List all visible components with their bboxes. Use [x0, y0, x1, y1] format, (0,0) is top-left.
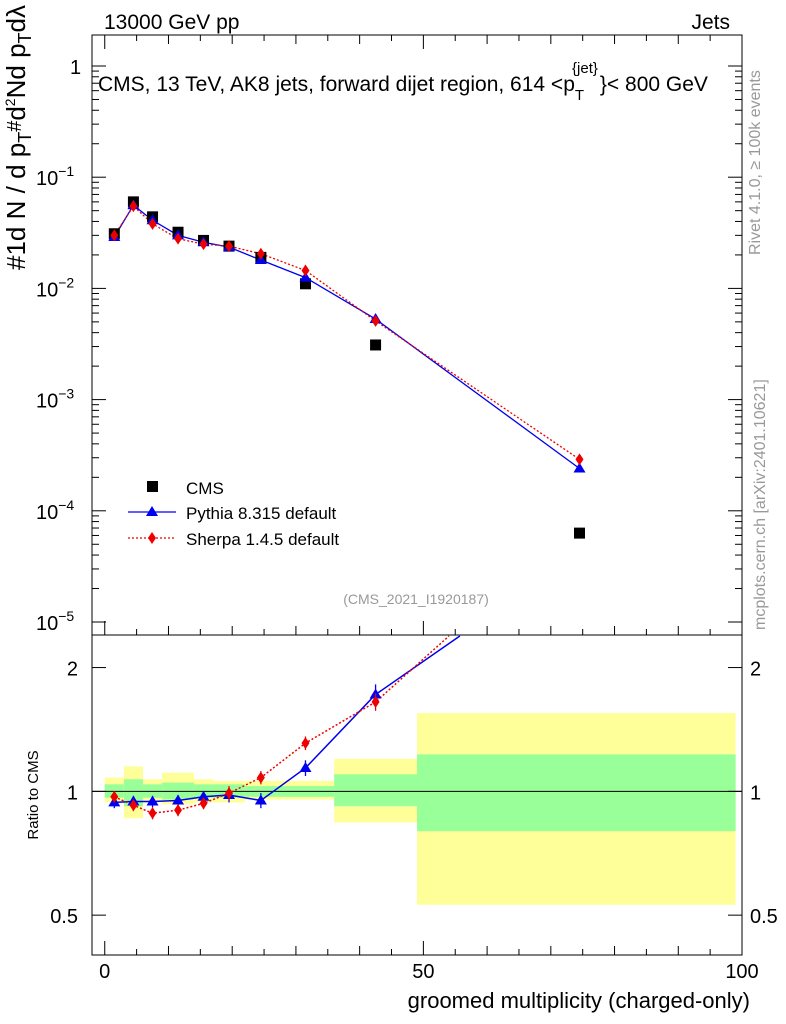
legend-cms-label: CMS [186, 479, 224, 498]
cms-point [370, 339, 381, 350]
main-ytick-label-1: 10−1 [36, 163, 74, 190]
sherpa-point [576, 453, 584, 465]
ratio-bands [92, 713, 742, 905]
band-inner-9 [417, 754, 736, 831]
cms-point [574, 528, 585, 539]
legend: CMS Pythia 8.315 default Sherpa 1.4.5 de… [128, 479, 339, 549]
main-ytick-label-0: 1 [70, 57, 81, 79]
ratio-ytick-label-0: 0.5 [50, 906, 78, 928]
legend-sherpa-label: Sherpa 1.4.5 default [186, 530, 339, 549]
mcplots-label: mcplots.cern.ch [arXiv:2401.10621] [752, 379, 769, 630]
ratio-sherpa-point [174, 804, 182, 816]
legend-cms-marker [147, 481, 158, 492]
rivet-label: Rivet 4.1.0, ≥ 100k events [747, 70, 764, 255]
x-axis-label: groomed multiplicity (charged-only) [408, 988, 750, 1013]
legend-sherpa-marker [148, 532, 156, 544]
legend-pythia-marker [146, 506, 158, 516]
ratio-sherpa-point [301, 737, 309, 749]
band-inner-8 [334, 774, 417, 806]
main-y-axis-title: #1d N / d pT#d2Nd pTdλ [1, 5, 35, 270]
main-series [108, 196, 585, 538]
main-ytick-label-5: 10−5 [36, 608, 74, 635]
plot-canvas: 13000 GeV pp Jets #1d N / d pT#d2Nd pTdλ… [0, 0, 786, 1024]
xtick-label-0: 0 [99, 961, 110, 983]
header-category: Jets [691, 11, 730, 34]
sherpa-point [301, 264, 309, 276]
ratio-ytick-label-2: 2 [67, 659, 78, 681]
legend-pythia-label: Pythia 8.315 default [186, 504, 337, 523]
main-ytick-label-4: 10−4 [36, 497, 74, 524]
ratio-y-axis-label: Ratio to CMS [25, 750, 42, 839]
ratio-ytick-label-right-2: 2 [750, 659, 761, 681]
header-energy: 13000 GeV pp [104, 11, 239, 34]
main-ytick-label-2: 10−2 [36, 274, 74, 301]
ratio-ytick-label-right-0: 0.5 [750, 906, 778, 928]
ratio-ytick-label-1: 1 [67, 782, 78, 804]
xtick-label-2: 100 [725, 961, 758, 983]
main-ytick-label-3: 10−3 [36, 386, 74, 413]
ratio-sherpa-point [149, 807, 157, 819]
pythia-line [114, 205, 579, 468]
chart-title: CMS, 13 TeV, AK8 jets, forward dijet reg… [98, 60, 708, 104]
ratio-ytick-label-right-1: 1 [750, 782, 761, 804]
main-y-axis-label: #1d N / d pT#d2Nd pTdλ [1, 5, 35, 270]
xtick-label-1: 50 [412, 961, 434, 983]
sherpa-line [114, 206, 579, 459]
analysis-tag: (CMS_2021_I1920187) [343, 591, 489, 607]
